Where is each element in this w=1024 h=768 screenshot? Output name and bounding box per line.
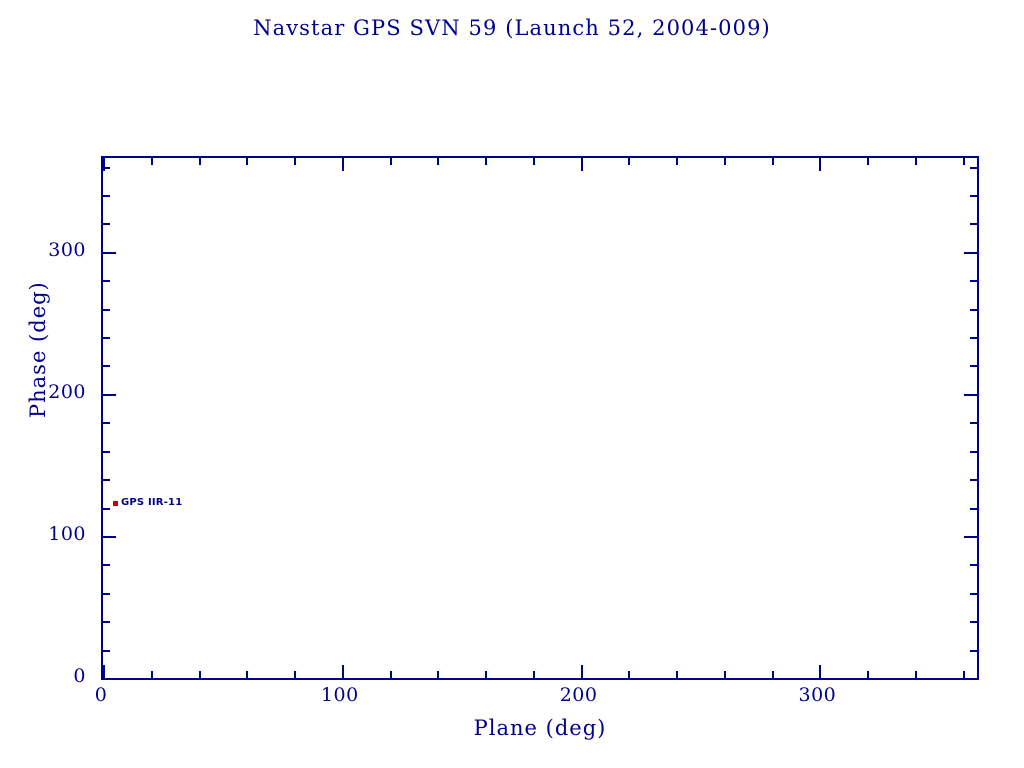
- axis-tick: [970, 479, 977, 482]
- axis-tick: [294, 671, 297, 678]
- axis-tick: [628, 671, 631, 678]
- data-point-marker: [112, 501, 118, 507]
- axis-tick: [970, 507, 977, 510]
- axis-tick: [964, 393, 977, 396]
- axis-tick: [103, 365, 110, 368]
- axis-tick: [103, 158, 105, 171]
- axis-tick: [962, 158, 965, 165]
- axis-tick: [103, 649, 110, 652]
- axis-tick: [246, 158, 249, 165]
- y-tick-label: 0: [73, 665, 86, 687]
- axis-tick: [970, 166, 977, 169]
- axis-tick: [198, 671, 201, 678]
- data-point-label: GPS IIR-11: [120, 497, 183, 509]
- axis-tick: [341, 158, 344, 171]
- axis-tick: [389, 671, 392, 678]
- axis-tick: [970, 649, 977, 652]
- axis-tick: [771, 671, 774, 678]
- axis-tick: [437, 158, 440, 165]
- axis-tick: [341, 665, 344, 678]
- axis-tick: [103, 393, 116, 396]
- axis-tick: [437, 671, 440, 678]
- axis-tick: [103, 621, 110, 624]
- axis-tick: [246, 671, 249, 678]
- axis-tick: [970, 450, 977, 453]
- axis-tick: [532, 158, 535, 165]
- axis-tick: [103, 223, 110, 226]
- axis-tick: [103, 251, 116, 254]
- x-tick-label: 0: [94, 684, 108, 706]
- axis-tick: [580, 665, 583, 678]
- axis-tick: [103, 166, 110, 169]
- axis-tick: [676, 158, 679, 165]
- axis-tick: [580, 158, 583, 171]
- axis-tick: [723, 158, 726, 165]
- y-tick-label: 100: [48, 522, 86, 545]
- x-axis-title: Plane (deg): [473, 716, 607, 740]
- axis-tick: [914, 158, 917, 165]
- axis-tick: [103, 507, 110, 510]
- axis-tick: [970, 365, 977, 368]
- plot-area: GPS IIR-11: [103, 158, 977, 678]
- axis-tick: [485, 158, 488, 165]
- axis-tick: [150, 158, 153, 165]
- axis-tick: [723, 671, 726, 678]
- axis-tick: [771, 158, 774, 165]
- x-tick-label: 100: [320, 684, 359, 706]
- axis-tick: [103, 592, 110, 595]
- axis-tick: [389, 158, 392, 165]
- axis-tick: [676, 671, 679, 678]
- axis-tick: [198, 158, 201, 165]
- axis-tick: [970, 592, 977, 595]
- axis-tick: [150, 671, 153, 678]
- axis-tick: [867, 671, 870, 678]
- x-tick-label: 200: [559, 684, 598, 706]
- y-tick-label: 300: [48, 238, 86, 261]
- axis-tick: [294, 158, 297, 165]
- axis-tick: [819, 665, 822, 678]
- axis-tick: [103, 337, 110, 340]
- axis-tick: [103, 535, 116, 538]
- axis-tick: [103, 308, 110, 311]
- axis-tick: [970, 337, 977, 340]
- axis-tick: [103, 564, 110, 567]
- axis-tick: [970, 194, 977, 197]
- axis-tick: [964, 535, 977, 538]
- axis-tick: [103, 450, 110, 453]
- axis-tick: [103, 665, 105, 678]
- axis-tick: [103, 422, 110, 425]
- axis-tick: [964, 251, 977, 254]
- axis-tick: [103, 280, 110, 283]
- axis-tick: [485, 671, 488, 678]
- axis-tick: [970, 223, 977, 226]
- axis-tick: [867, 158, 870, 165]
- axis-tick: [970, 280, 977, 283]
- page-title: Navstar GPS SVN 59 (Launch 52, 2004-009): [253, 16, 771, 40]
- axis-tick: [970, 422, 977, 425]
- axis-tick: [962, 671, 965, 678]
- axis-tick: [970, 621, 977, 624]
- axis-tick: [628, 158, 631, 165]
- axis-tick: [532, 671, 535, 678]
- axis-tick: [970, 564, 977, 567]
- y-tick-label: 200: [48, 380, 86, 403]
- axis-tick: [819, 158, 822, 171]
- x-tick-label: 300: [798, 684, 837, 706]
- axis-tick: [103, 479, 110, 482]
- axis-tick: [970, 308, 977, 311]
- plot-frame: GPS IIR-11: [101, 156, 979, 680]
- axis-tick: [103, 194, 110, 197]
- axis-tick: [914, 671, 917, 678]
